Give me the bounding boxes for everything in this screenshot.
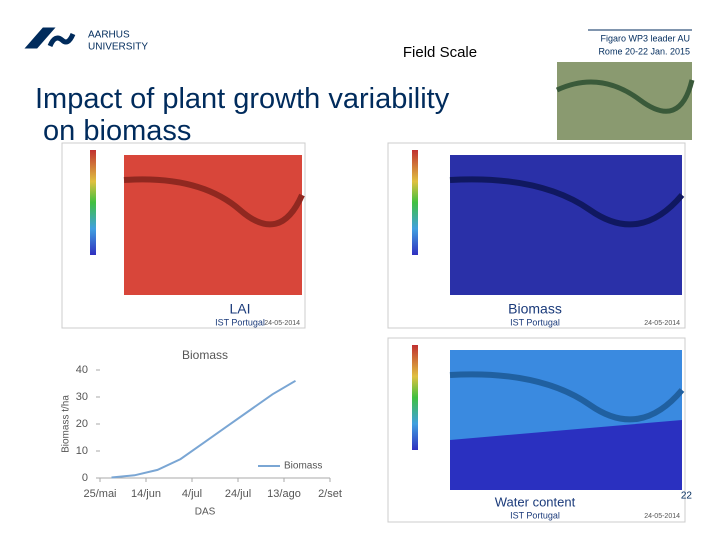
- section-label: Field Scale: [403, 44, 477, 61]
- y-tick-label: 30: [76, 391, 88, 403]
- x-tick-label: 13/ago: [267, 488, 301, 500]
- x-tick-label: 4/jul: [182, 488, 202, 500]
- org-name: AARHUS: [88, 30, 130, 41]
- y-tick-label: 20: [76, 418, 88, 430]
- x-axis-label: DAS: [195, 507, 216, 518]
- y-tick-label: 10: [76, 445, 88, 457]
- map-label: Water content: [495, 494, 576, 509]
- map-date: 24-05-2014: [264, 320, 300, 327]
- x-tick-label: 2/set: [318, 488, 342, 500]
- event-info: Rome 20-22 Jan. 2015: [598, 46, 690, 56]
- x-tick-label: 25/mai: [83, 488, 116, 500]
- y-tick-label: 0: [82, 472, 88, 484]
- map-source: IST Portugal: [510, 510, 560, 520]
- map-label: LAI: [229, 301, 250, 317]
- page-number: 22: [681, 491, 693, 502]
- x-tick-label: 24/jul: [225, 488, 251, 500]
- slide-title: Impact of plant growth variability on bi…: [35, 83, 450, 147]
- map-source: IST Portugal: [215, 317, 265, 327]
- map-label: Biomass: [508, 301, 562, 317]
- map-panel: [387, 142, 686, 329]
- y-tick-label: 40: [76, 364, 88, 376]
- logo: [24, 27, 76, 49]
- org-name: UNIVERSITY: [88, 42, 148, 53]
- map-date: 24-05-2014: [644, 320, 680, 327]
- chart-title: Biomass: [182, 348, 228, 362]
- satellite-image: [557, 62, 692, 140]
- data-line: [111, 379, 297, 479]
- map-panel: [387, 337, 686, 523]
- map-panel: [61, 142, 306, 329]
- map-date: 24-05-2014: [644, 513, 680, 520]
- river: [555, 79, 695, 114]
- y-axis-label: Biomass t/ha: [61, 395, 72, 453]
- legend-label: Biomass: [284, 461, 322, 472]
- event-info: Figaro WP3 leader AU: [600, 33, 690, 43]
- map-source: IST Portugal: [510, 317, 560, 327]
- x-tick-label: 14/jun: [131, 488, 161, 500]
